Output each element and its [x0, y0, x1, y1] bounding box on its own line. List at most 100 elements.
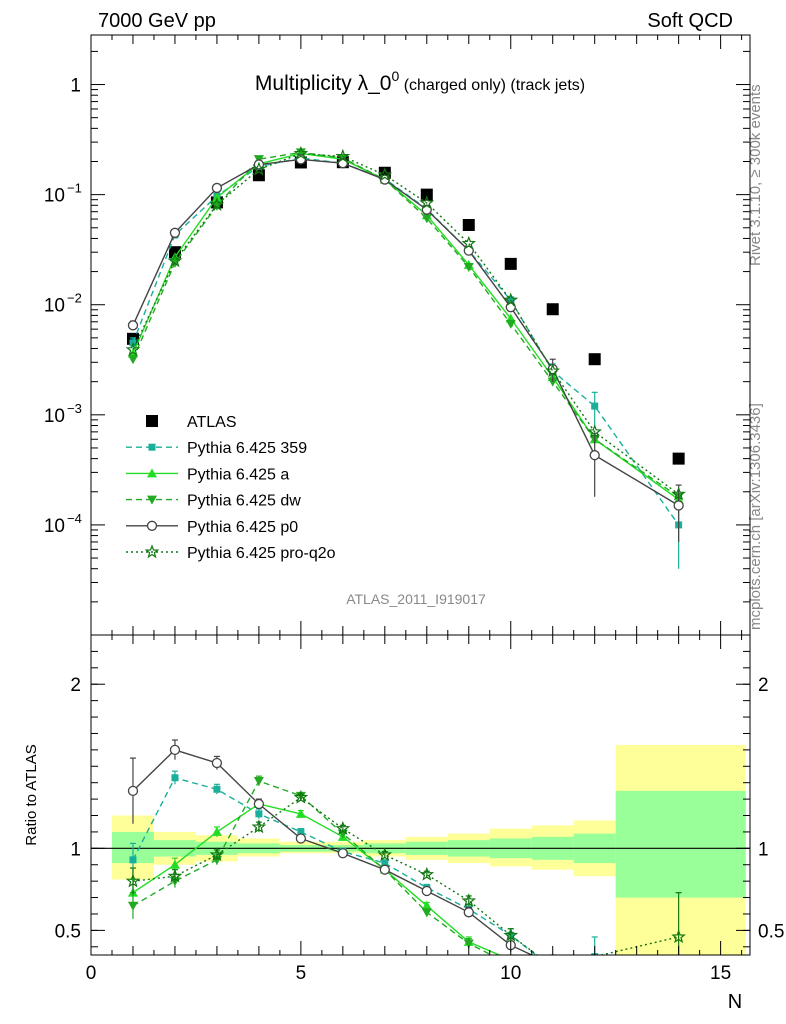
data-point [587, 424, 603, 439]
data-point [297, 828, 305, 836]
data-point [588, 353, 601, 366]
ratio-y-tick-label: 0.5 [55, 921, 81, 942]
ratio-plot-data [125, 739, 686, 972]
data-point [255, 810, 263, 818]
header-right-label: Soft QCD [647, 10, 733, 32]
legend-label: Pythia 6.425 p0 [187, 519, 298, 536]
data-point [381, 859, 389, 867]
data-point [127, 320, 139, 331]
data-point [337, 848, 348, 859]
data-point [253, 798, 265, 810]
title-superscript: 0 [391, 68, 399, 84]
data-point [505, 319, 516, 329]
data-point [209, 196, 225, 212]
data-point [420, 188, 433, 201]
data-point [419, 866, 435, 881]
data-point [168, 246, 181, 259]
legend-marker [146, 520, 158, 531]
y-tick-exponent: −2 [67, 291, 82, 306]
data-point [548, 960, 557, 969]
data-point [251, 161, 267, 176]
x-tick-label: 15 [710, 963, 731, 984]
data-point [546, 303, 559, 316]
data-point [209, 847, 225, 862]
legend-marker [147, 468, 157, 478]
mcplots-reference-label: mcplots.cern.ch [arXiv:1306.3436] [747, 403, 764, 630]
legend-label: Pythia 6.425 a [187, 466, 289, 483]
ratio-y-tick-label: 2 [70, 675, 81, 696]
ratio-y-tick-label: 1 [70, 839, 81, 860]
y-tick-label: 10 [44, 186, 65, 207]
legend-entry-pythia-6-425-359: Pythia 6.425 359 [126, 440, 307, 457]
legend-label: Pythia 6.425 359 [187, 440, 307, 457]
data-point [463, 263, 474, 273]
series-pythia-6-425-pro-q2o [125, 789, 686, 972]
x-axis-label: N [728, 991, 742, 1013]
series-pythia-6-425-dw [127, 775, 493, 955]
data-point [169, 744, 181, 756]
series-pythia-6-425-p0 [127, 154, 684, 542]
legend-entry-pythia-6-425-pro-q2o: Pythia 6.425 pro-q2o [126, 544, 336, 562]
data-point [504, 257, 517, 270]
data-point [129, 856, 137, 864]
legend-label: Pythia 6.425 dw [187, 493, 301, 510]
data-point [293, 145, 309, 160]
ratio-y-tick-label-right: 2 [758, 675, 769, 696]
title-tail-part: (charged only) (track jets) [399, 77, 585, 94]
data-point [377, 167, 393, 182]
data-point [211, 201, 222, 211]
y-tick-exponent: −1 [67, 181, 82, 196]
data-point [251, 819, 267, 834]
y-tick-label: 10 [44, 406, 65, 427]
data-point [253, 777, 264, 787]
series-line [132, 776, 538, 955]
x-tick-label: 0 [86, 963, 97, 984]
ratio-plot-axes: 0.5 0.5 1 1 2 2 0 5 10 15 [55, 635, 784, 984]
main-plot-title: Multiplicity λ_00 (charged only) (track … [255, 68, 585, 95]
data-point [335, 820, 351, 835]
legend-label: ATLAS [187, 414, 237, 431]
data-point [379, 864, 390, 875]
y-tick-exponent: −3 [67, 401, 82, 416]
data-point [547, 377, 558, 387]
series-line [132, 803, 502, 955]
legend-marker [148, 443, 156, 451]
data-point [421, 908, 432, 918]
y-tick-label: 1 [70, 76, 81, 97]
main-plot-axes: 110−110−210−310−4 [44, 35, 750, 635]
series-pythia-6-425-pro-q2o [125, 145, 686, 501]
data-point [421, 214, 432, 224]
data-point [463, 939, 474, 949]
legend-marker [147, 495, 157, 505]
main-plot-panel: 110−110−210−310−4 Multiplicity λ_00 (cha… [44, 34, 751, 636]
data-point [211, 757, 223, 769]
header-left-label: 7000 GeV pp [98, 10, 216, 32]
rivet-version-label: Rivet 3.1.10, ≥ 300k events [747, 84, 764, 266]
legend-entry-pythia-6-425-a: Pythia 6.425 a [126, 466, 289, 483]
data-point [295, 808, 306, 818]
series-line [132, 780, 493, 955]
y-tick-exponent: −4 [67, 511, 82, 526]
data-point [503, 292, 519, 307]
data-point [169, 859, 180, 869]
series-pythia-6-425-a [127, 798, 514, 955]
data-point [335, 148, 351, 163]
band-inner [615, 790, 746, 898]
data-point [419, 195, 435, 210]
data-point [671, 929, 686, 944]
data-point [171, 774, 179, 782]
legend-label: Pythia 6.425 pro-q2o [187, 545, 336, 562]
data-point [673, 500, 684, 511]
data-point [127, 355, 138, 365]
data-point [461, 235, 477, 250]
series-line [132, 796, 679, 955]
data-point [547, 961, 558, 972]
data-point [421, 900, 432, 910]
legend: ATLAS Pythia 6.425 359 Pythia 6.425 a Pythi… [126, 414, 336, 562]
data-point [545, 363, 561, 378]
y-tick-label: 10 [44, 516, 65, 537]
data-point [549, 965, 556, 972]
data-point [295, 148, 306, 158]
legend-entry-pythia-6-425-dw: Pythia 6.425 dw [126, 493, 301, 510]
